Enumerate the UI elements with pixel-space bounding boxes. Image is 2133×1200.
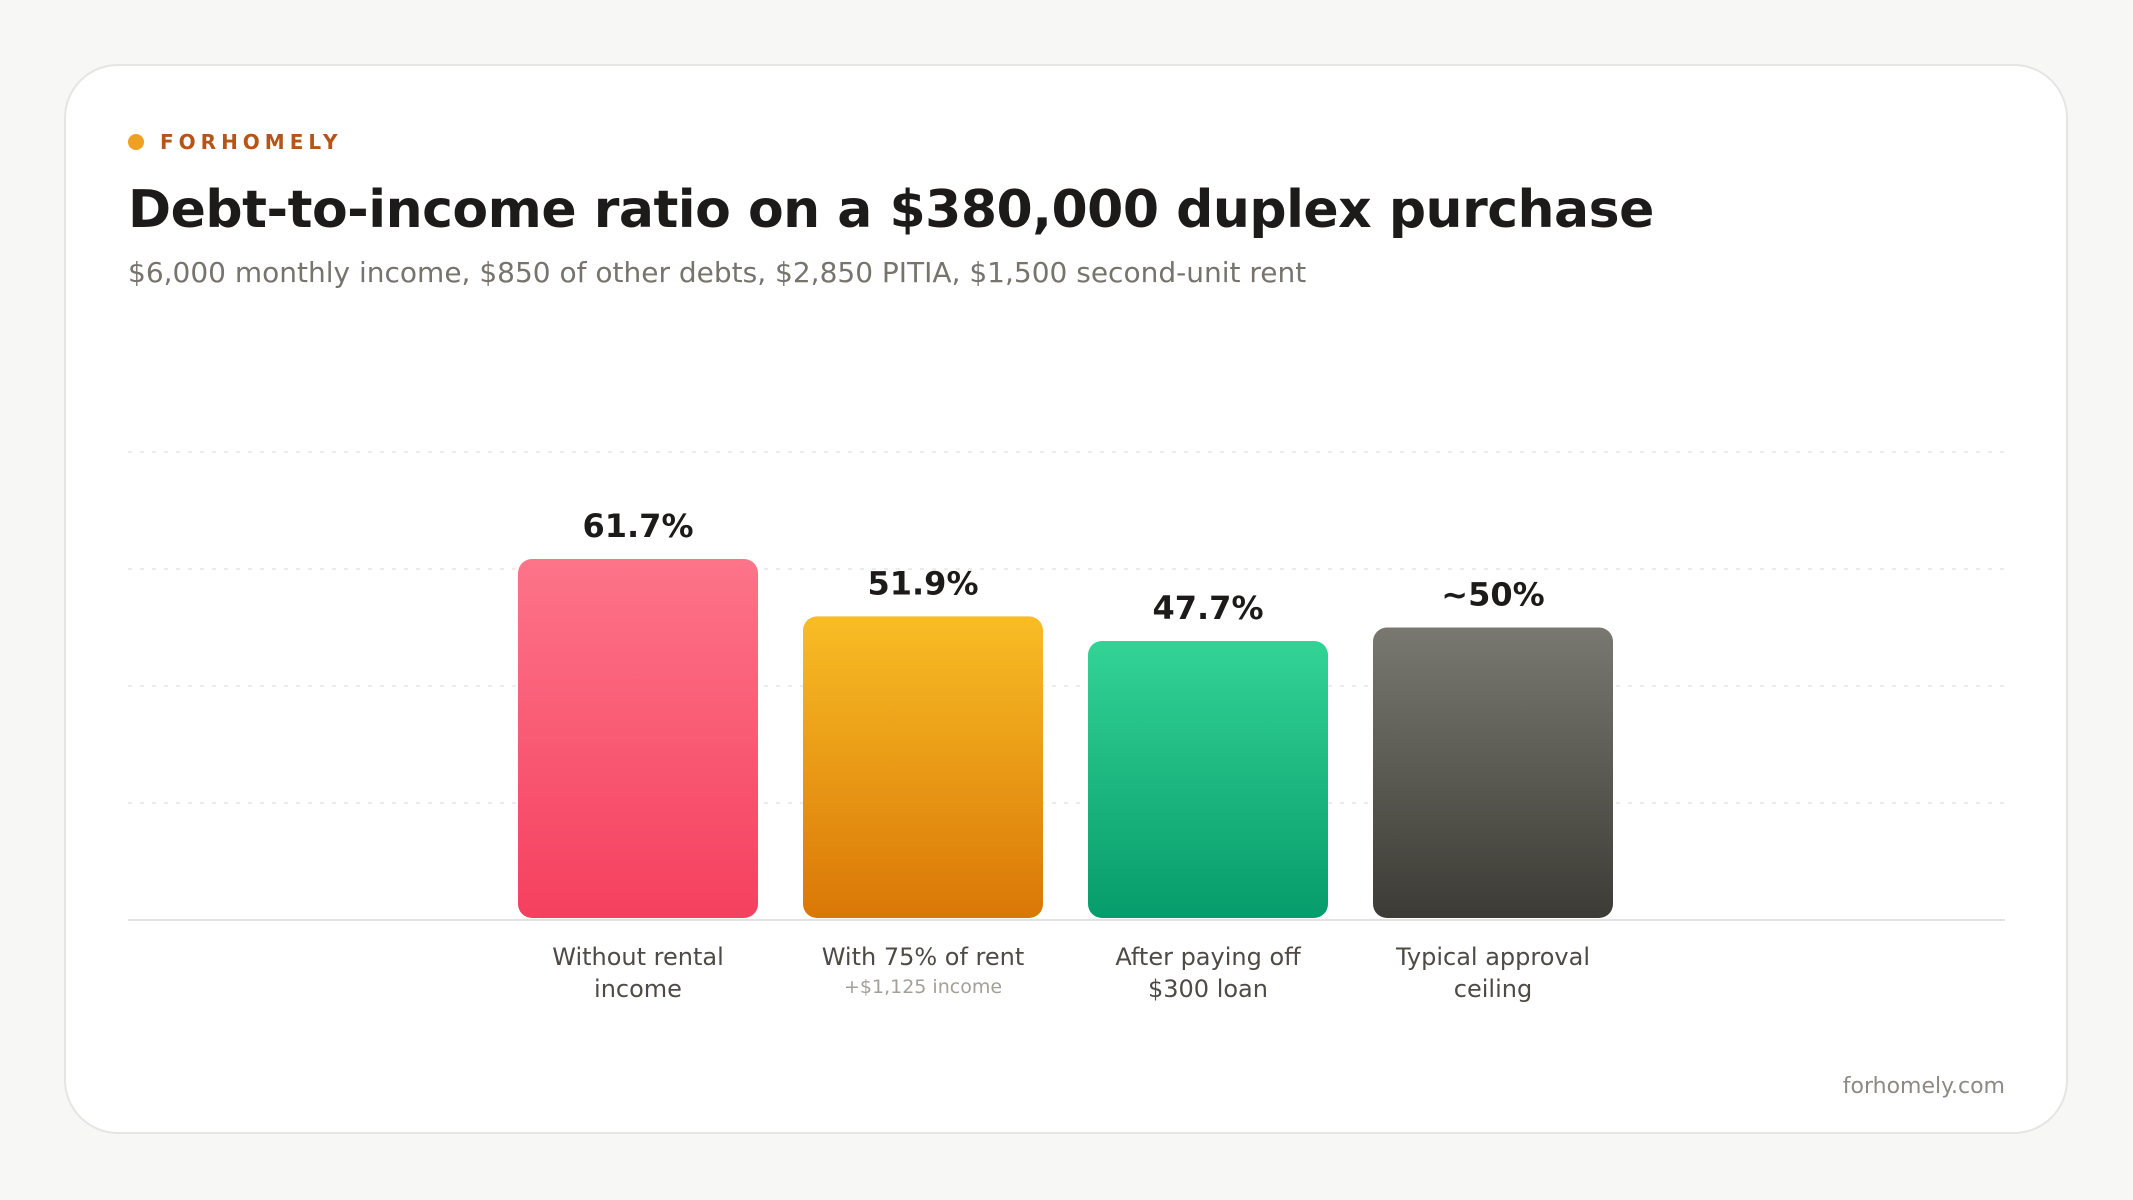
brand-name: FORHOMELY — [160, 130, 343, 154]
bar-3 — [1088, 640, 1328, 918]
bar-2 — [803, 616, 1043, 918]
category-note-2: +$1,125 income — [844, 976, 1002, 998]
bars — [518, 559, 1613, 918]
labels: 61.7% Without rental income 51.9% With 75% o… — [552, 507, 1590, 1003]
category-label-1: Without rental — [552, 943, 724, 971]
category-label-3: After paying off — [1115, 943, 1301, 971]
value-label-1: 61.7% — [582, 507, 693, 545]
category-label-3: $300 loan — [1148, 975, 1268, 1003]
grid-lines — [128, 451, 2005, 921]
brand: FORHOMELY — [128, 128, 342, 156]
category-label-4: Typical approval — [1395, 943, 1590, 971]
chart-title: Debt-to-income ratio on a $380,000 duple… — [128, 180, 1654, 240]
category-label-2: With 75% of rent — [822, 943, 1025, 971]
value-label-3: 47.7% — [1152, 589, 1263, 627]
bar-1 — [518, 559, 758, 918]
brand-dot-icon — [128, 134, 144, 150]
chart-card — [64, 64, 2068, 1134]
value-label-4: ~50% — [1441, 576, 1544, 614]
chart-subtitle: $6,000 monthly income, $850 of other deb… — [128, 256, 1307, 289]
category-label-4: ceiling — [1454, 975, 1532, 1003]
value-label-2: 51.9% — [867, 564, 978, 602]
bar-4 — [1373, 627, 1613, 918]
category-label-1: income — [594, 975, 682, 1003]
footer-domain: forhomely.com — [1842, 1074, 2005, 1099]
